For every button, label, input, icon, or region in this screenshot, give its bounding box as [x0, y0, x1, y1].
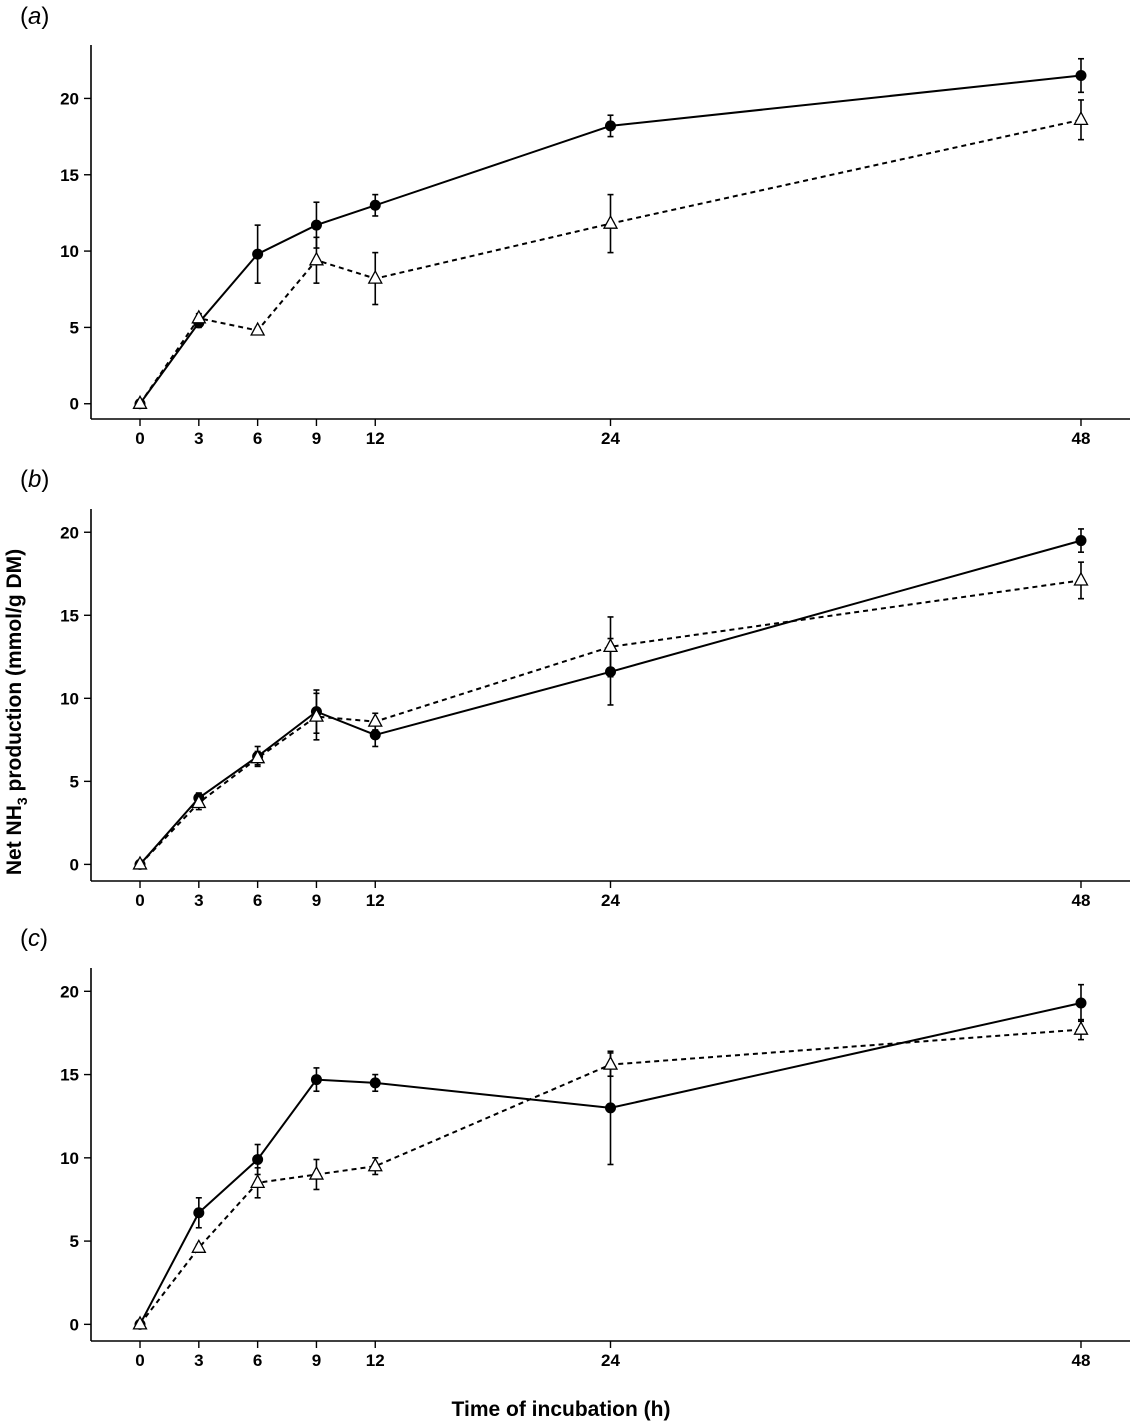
y-tick-label: 10: [60, 1149, 79, 1168]
data-point: [191, 1238, 207, 1253]
panel-label-b: (b): [20, 466, 49, 493]
y-tick-label: 15: [60, 606, 79, 625]
x-tick-label: 9: [312, 429, 321, 448]
x-tick-label: 48: [1072, 891, 1091, 910]
y-tick-label: 10: [60, 689, 79, 708]
panel-label-a: (a): [20, 3, 49, 30]
y-tick-label: 15: [60, 166, 79, 185]
data-point: [308, 707, 325, 722]
panels: (a) 0 5 10 15 20 0 3 6 9 12 24 48 (b) 0 5 10 15 20 0 3 6 9 12 24…: [20, 3, 1130, 1370]
data-point: [602, 1055, 619, 1070]
y-axis-title: Net NH3 production (mmol/g DM): [3, 549, 30, 875]
data-point: [367, 712, 383, 727]
series-line: [139, 118, 1082, 405]
data-point: [252, 248, 264, 260]
y-tick-label: 20: [60, 523, 79, 542]
y-tick-label: 15: [60, 1066, 79, 1085]
x-tick-label: 9: [312, 1351, 321, 1370]
x-tick-label: 12: [366, 891, 385, 910]
data-point: [1075, 70, 1087, 82]
x-tick-label: 3: [194, 429, 203, 448]
x-tick-label: 0: [135, 891, 144, 910]
data-point: [132, 1315, 148, 1330]
series-1: [134, 983, 1087, 1330]
data-point: [1073, 110, 1089, 126]
data-point: [1075, 997, 1087, 1009]
y-tick-label: 5: [70, 1232, 79, 1251]
data-point: [132, 855, 148, 870]
data-point: [605, 1102, 616, 1114]
data-point: [132, 394, 148, 409]
data-point: [367, 269, 383, 284]
series-1: [134, 528, 1087, 870]
x-tick-label: 9: [312, 891, 321, 910]
data-point: [1073, 571, 1089, 586]
x-tick-label: 3: [194, 1351, 203, 1370]
y-tick-label: 10: [60, 242, 79, 261]
data-point: [369, 729, 381, 741]
panel-c: (c) 0 5 10 15 20 0 3 6 9 12 24 48: [20, 925, 1130, 1370]
data-point: [369, 199, 381, 211]
data-point: [1073, 1020, 1089, 1035]
data-point: [308, 251, 325, 266]
x-tick-label: 6: [253, 1351, 262, 1370]
data-point: [193, 1207, 205, 1219]
x-tick-label: 48: [1072, 429, 1091, 448]
data-point: [310, 219, 322, 231]
data-point: [250, 749, 266, 764]
y-tick-label: 5: [70, 772, 79, 791]
series-2: [132, 1018, 1089, 1330]
data-point: [602, 638, 619, 653]
data-point: [191, 794, 207, 809]
x-tick-label: 12: [366, 429, 385, 448]
x-tick-label: 6: [253, 429, 262, 448]
y-tick-label: 0: [70, 855, 79, 874]
x-tick-label: 0: [135, 429, 144, 448]
y-tick-label: 0: [70, 395, 79, 414]
data-point: [250, 1174, 266, 1189]
x-tick-label: 24: [601, 1351, 620, 1370]
panel-a: (a) 0 5 10 15 20 0 3 6 9 12 24 48: [20, 3, 1130, 448]
series-2: [132, 99, 1089, 409]
x-tick-label: 3: [194, 891, 203, 910]
x-tick-label: 0: [135, 1351, 144, 1370]
panel-b: (b) 0 5 10 15 20 0 3 6 9 12 24 48: [20, 466, 1130, 910]
x-tick-label: 6: [253, 891, 262, 910]
x-tick-label: 48: [1072, 1351, 1091, 1370]
x-tick-label: 24: [601, 429, 620, 448]
y-tick-label: 5: [70, 318, 79, 337]
y-tick-label: 0: [70, 1315, 79, 1334]
x-tick-label: 24: [601, 891, 620, 910]
data-point: [308, 1165, 325, 1180]
data-point: [252, 1153, 264, 1165]
data-point: [602, 214, 619, 229]
data-point: [310, 1074, 322, 1086]
series-2: [132, 561, 1089, 870]
panel-label-c: (c): [20, 925, 48, 952]
x-tick-label: 12: [366, 1351, 385, 1370]
x-axis-title: Time of incubation (h): [452, 1398, 671, 1421]
data-point: [367, 1157, 383, 1172]
data-point: [605, 120, 616, 132]
data-point: [191, 309, 207, 324]
data-point: [369, 1077, 381, 1089]
y-tick-label: 20: [60, 982, 79, 1001]
y-tick-label: 20: [60, 89, 79, 108]
data-point: [1075, 535, 1087, 547]
data-point: [250, 321, 266, 336]
